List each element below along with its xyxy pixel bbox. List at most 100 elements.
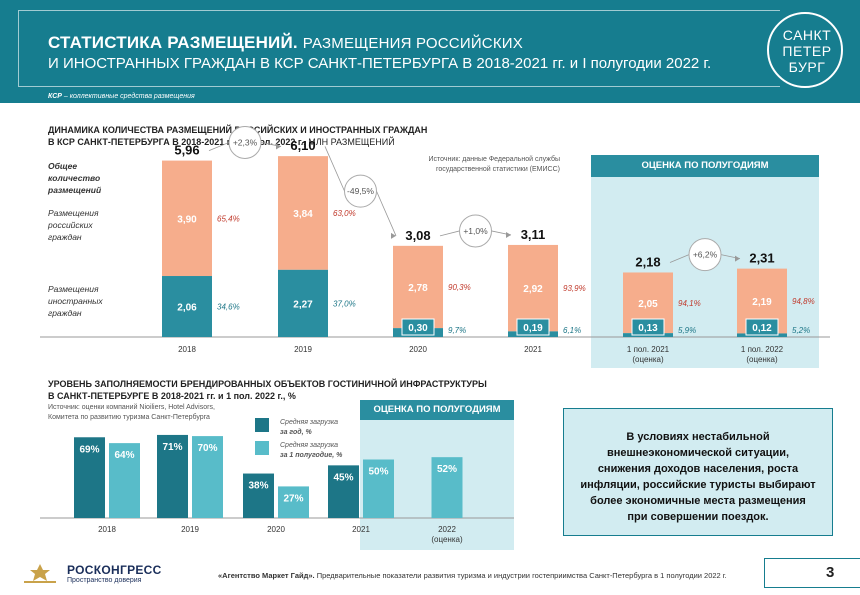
value-russian-0: 3,90 <box>177 214 197 225</box>
value-foreign-0: 2,06 <box>177 303 197 314</box>
value-russian-3: 2,92 <box>523 284 543 295</box>
bar-half-2 <box>278 486 309 518</box>
page-number: 3 <box>826 564 835 581</box>
chart1-highlight-label: ОЦЕНКА ПО ПОЛУГОДИЯМ <box>591 155 819 177</box>
share-russian-0: 65,4% <box>217 214 240 223</box>
value-half-4: 52% <box>437 464 457 475</box>
legend-swatch-year <box>255 418 269 432</box>
label-total-line3: размещений <box>48 185 102 195</box>
abbreviation-note: КСР – коллективные средства размещения <box>48 93 195 100</box>
total-1: 6,10 <box>290 138 315 153</box>
change-line-a-3 <box>669 254 690 263</box>
legend-half-line2: за 1 полугодие, % <box>280 452 343 459</box>
label-foreign: Размещения иностранных граждан <box>48 283 103 319</box>
value-half-1: 70% <box>197 443 217 454</box>
bar-year-3 <box>328 465 359 518</box>
chart2-highlight-label: ОЦЕНКА ПО ПОЛУГОДИЯМ <box>360 400 514 420</box>
category-label-4-sub: (оценка) <box>632 355 664 364</box>
abbreviation: КСР <box>48 93 62 100</box>
chart2-source: Источник: оценки компаний Nioiliers, Hot… <box>48 403 215 423</box>
label-total-line2: количество <box>48 173 101 183</box>
bar-half-1 <box>192 436 223 518</box>
change-bubble-2 <box>459 214 492 248</box>
change-line-a-1 <box>324 146 345 192</box>
share-foreign-5: 5,2% <box>792 326 810 335</box>
category-label-5: 1 пол. 2022 <box>741 345 784 354</box>
bar-foreign-1 <box>278 269 328 337</box>
footer-citation-bold: «Агентство Маркет Гайд». <box>218 571 315 580</box>
page-title-bold: СТАТИСТИКА РАЗМЕЩЕНИЙ. <box>48 33 298 52</box>
share-russian-3: 93,9% <box>563 284 586 293</box>
label-russian-line1: Размещения <box>48 208 99 218</box>
roscongress-emblem-icon <box>24 564 56 583</box>
category-label-4: 1 пол. 2021 <box>627 345 670 354</box>
category2-label-1: 2019 <box>181 525 199 534</box>
legend-half-line1: Средняя загрузка <box>280 442 339 449</box>
chart2-source-line2: Комитета по развитию туризма Санкт-Петер… <box>48 414 210 421</box>
value-half-3: 50% <box>368 467 388 478</box>
chart1-title-line2-bold: В КСР САНКТ-ПЕТЕРБУРГА В 2018-2021 гг. и… <box>48 137 306 147</box>
spb-logo: САНКТ ПЕТЕР БУРГ <box>767 12 843 88</box>
bar-year-0 <box>74 437 105 518</box>
chart2-title-line2: В САНКТ-ПЕТЕРБУРГЕ В 2018-2021 гг. и 1 п… <box>48 391 296 401</box>
value-russian-1: 3,84 <box>293 209 313 220</box>
value-foreign-3: 0,19 <box>523 323 543 334</box>
roscongress-logo-sub: Пространство доверия <box>67 577 142 584</box>
value-year-1: 71% <box>162 442 182 453</box>
page-title-rest: РАЗМЕЩЕНИЯ РОССИЙСКИХ <box>302 35 523 52</box>
bar-foreign-0 <box>162 276 212 337</box>
share-russian-5: 94,8% <box>792 297 815 306</box>
chart2-title-line1: УРОВЕНЬ ЗАПОЛНЯЕМОСТИ БРЕНДИРОВАННЫХ ОБЪ… <box>48 379 487 389</box>
chart1-source-line1: Источник: данные Федеральной службы <box>428 156 561 163</box>
legend-year: Средняя загрузка за год, % <box>280 418 338 438</box>
chart1-source-line2: государственной статистики (ЕМИСС) <box>436 166 560 173</box>
change-line-b-1 <box>376 190 397 236</box>
category2-label-4-sub: (оценка) <box>431 535 463 544</box>
value-russian-2: 2,78 <box>408 283 428 294</box>
label-russian-line3: граждан <box>48 232 82 242</box>
category-label-2: 2020 <box>409 345 427 354</box>
value-year-2: 38% <box>248 481 268 492</box>
change-bubble-0 <box>228 125 262 159</box>
value-year-0: 69% <box>79 444 99 455</box>
value-half-2: 27% <box>283 493 303 504</box>
logo-line-2: ПЕТЕР <box>782 43 832 59</box>
bar-russian-0 <box>162 160 212 277</box>
share-foreign-0: 34,6% <box>217 303 240 312</box>
legend-half: Средняя загрузка за 1 полугодие, % <box>280 441 342 461</box>
label-foreign-line3: граждан <box>48 308 82 318</box>
chart2-source-line1: Источник: оценки компаний Nioiliers, Hot… <box>48 404 215 411</box>
value-foreign-1: 2,27 <box>293 299 313 310</box>
bar-russian-2 <box>393 245 443 329</box>
change-bubble-3 <box>688 238 722 272</box>
label-foreign-line2: иностранных <box>48 296 103 306</box>
footer-citation: «Агентство Маркет Гайд». Предварительные… <box>218 571 727 580</box>
total-3: 3,11 <box>521 227 546 242</box>
change-arrow-3 <box>735 255 740 262</box>
label-total-line1: Общее <box>48 161 78 171</box>
category2-label-0: 2018 <box>98 525 116 534</box>
chart1-title-line2-rest: МЛН РАЗМЕЩЕНИЙ <box>305 137 395 147</box>
change-arrow-1 <box>391 232 396 239</box>
value-foreign-4: 0,13 <box>638 323 658 334</box>
total-2: 3,08 <box>405 228 430 243</box>
change-label-0: +2,3% <box>233 137 258 147</box>
share-foreign-2: 9,7% <box>448 326 466 335</box>
page-title-line2: И ИНОСТРАННЫХ ГРАЖДАН В КСР САНКТ-ПЕТЕРБ… <box>48 55 712 72</box>
value-russian-4: 2,05 <box>638 299 658 310</box>
footer-citation-rest: Предварительные показатели развития тури… <box>314 571 727 580</box>
change-label-2: +1,0% <box>463 226 488 236</box>
value-foreign-2: 0,30 <box>408 323 428 334</box>
label-box-foreign-5 <box>745 318 779 336</box>
label-russian-line2: российских <box>48 220 93 230</box>
share-foreign-3: 6,1% <box>563 326 581 335</box>
header-frame <box>18 10 780 87</box>
category2-label-2: 2020 <box>267 525 285 534</box>
bar-half-0 <box>109 443 140 518</box>
total-0: 5,96 <box>174 143 199 158</box>
label-foreign-line1: Размещения <box>48 284 99 294</box>
change-line-a-2 <box>439 230 460 237</box>
share-russian-2: 90,3% <box>448 283 471 292</box>
share-foreign-4: 5,9% <box>678 326 696 335</box>
